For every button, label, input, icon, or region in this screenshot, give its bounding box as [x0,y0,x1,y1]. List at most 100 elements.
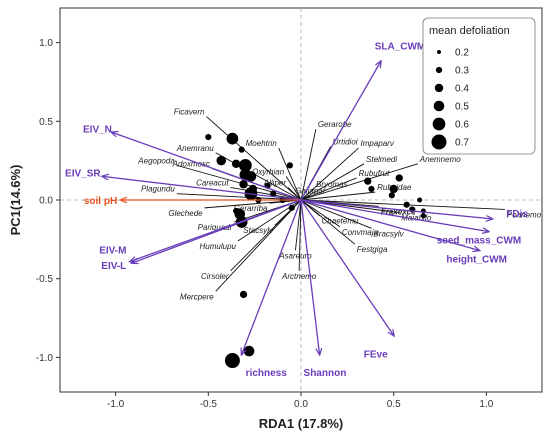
defoliation-point [238,158,252,172]
species-line [300,199,372,229]
species-line [300,194,311,201]
arrow-label: Shannon [304,368,347,379]
x-tick-label: -1.0 [107,399,125,410]
defoliation-point [286,162,293,169]
species-label: Humulupu [200,242,237,251]
legend: mean defoliation 0.2 0.3 0.4 0.5 0.6 0.7 [422,17,536,155]
axis-ticks: -1.0 -0.5 0.0 0.5 1.0 -1.0 -0.5 0.0 0.5 1.0 [36,38,494,410]
species-label: Pariquadr [198,223,233,232]
species-line [300,199,356,245]
arrow-label: EIV_N [83,124,112,135]
species-label: Impaparv [360,139,394,148]
species-line [300,188,315,201]
species-label: Poanemo [507,210,542,219]
species-label: Oxyrhian [252,167,285,176]
species-line [176,164,302,201]
arrow-label: EIV-L [101,261,126,272]
species-line [300,199,341,228]
arrow-shannon [300,199,320,354]
species-label: Bracsylv [373,229,404,238]
species-label: Arctnemo [281,272,317,281]
defoliation-point [245,171,257,182]
legend-swatch [437,50,441,54]
x-axis-title: RDA1 (17.8%) [259,416,344,431]
arrow-label: seed_mass_CWM [437,235,521,246]
species-label: Gerarriba [234,204,268,213]
defoliation-point [364,177,372,185]
species-label: Plagundu [141,185,175,194]
species-label: Urtidioi [333,137,358,146]
y-tick-label: -0.5 [36,274,54,285]
legend-swatch [434,83,444,93]
species-label: Rubufrut [359,169,390,178]
species-label: Galiapar [295,186,326,195]
defoliation-point [231,159,241,169]
arrow-label: SLA_CWM [375,42,426,53]
species-label: Mercpere [180,292,214,301]
species-label: Glechede [168,209,203,218]
species-line [215,199,302,292]
defoliation-point [205,133,212,141]
defoliation-point [270,190,277,197]
x-tick-label: 1.0 [479,399,493,410]
species-label: Moehtrin [246,139,278,148]
arrow-label: richness [246,368,288,379]
arrow-eiv-sr [103,176,302,201]
species-line [285,176,302,201]
arrow-label: EIV-M [99,245,126,256]
y-tick-label: -1.0 [36,353,54,364]
defoliation-point [288,204,295,211]
x-tick-label: 0.5 [387,399,401,410]
y-axis-title: PC1(14.6%) [8,165,23,236]
arrow-height-cwm [300,199,479,250]
legend-label: 0.3 [455,66,469,77]
defoliation-point [234,208,246,220]
species-label: Anemnemo [419,155,461,164]
legend-title: mean defoliation [429,25,510,37]
species-label: Aegopoda [137,156,175,165]
legend-swatch [435,66,443,74]
species-label: Stelmedi [366,155,397,164]
arrow-label: soil pH [84,196,117,207]
legend-label: 0.4 [455,84,469,95]
defoliation-point [216,155,227,166]
arrow-feve [300,199,394,335]
species-label: Cirsoler [201,272,229,281]
defoliation-point [403,201,410,208]
species-line [300,163,365,201]
legend-label: 0.5 [455,102,469,113]
defoliation-point [417,197,423,203]
legend-swatch [432,117,446,131]
legend-swatch [433,100,445,112]
legend-label: 0.6 [455,120,469,131]
species-line [298,199,302,271]
species-label: Festgiga [357,245,388,254]
legend-swatch [431,134,447,150]
species-line [230,199,302,272]
species-label: Asareuro [278,251,312,260]
y-tick-label: 1.0 [39,38,53,49]
arrow-sla-cwm [300,62,381,201]
defoliation-point [226,132,239,145]
defoliation-point [239,290,248,299]
defoliation-point [224,353,240,369]
arrow-eiv-n [112,132,302,201]
defoliation-point [243,345,255,357]
legend-label: 0.7 [455,138,469,149]
species-label: Maiabifo [401,214,432,223]
defoliation-point [388,192,395,199]
species-label: Convmaja [342,228,379,237]
arrow-richness [242,199,302,354]
species-line [300,163,418,201]
defoliation-point [389,184,398,194]
species-line [294,199,302,251]
species-label: Fraxexce [381,207,416,216]
species-label: Alliper [263,178,287,187]
species-line [300,177,357,201]
legend-box [422,17,536,155]
defoliation-point [238,146,245,153]
arrow-label: FDis [506,209,528,220]
species-line [215,152,302,201]
